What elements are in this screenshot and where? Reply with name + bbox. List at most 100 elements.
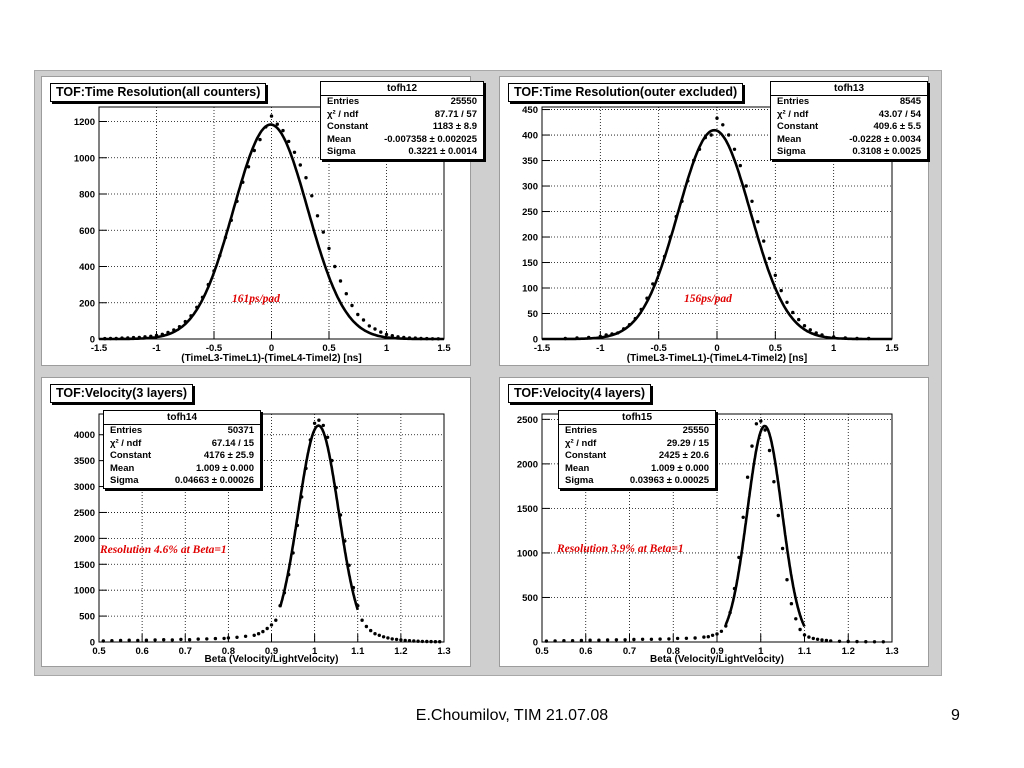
data-point xyxy=(187,638,192,642)
data-point xyxy=(570,639,575,643)
data-point xyxy=(136,638,140,643)
data-point xyxy=(344,292,348,296)
data-point xyxy=(177,325,182,329)
stats-value: 50371 xyxy=(227,425,254,436)
data-point xyxy=(364,624,369,629)
data-point xyxy=(143,335,147,339)
data-point xyxy=(321,423,325,428)
stats-row: Mean 1.009 ± 0.000 xyxy=(559,463,715,476)
data-point xyxy=(399,638,403,642)
y-tick-label: 0 xyxy=(90,638,95,649)
stats-row: Sigma 0.04663 ± 0.00026 xyxy=(104,475,260,488)
stats-label: Mean xyxy=(110,462,135,474)
data-point xyxy=(212,269,216,273)
x-tick-label: 0.8 xyxy=(667,646,680,657)
data-point xyxy=(261,629,265,634)
data-point xyxy=(750,444,754,448)
data-point xyxy=(732,147,737,151)
x-tick-label: 0.9 xyxy=(265,646,278,657)
stats-label: Mean xyxy=(777,133,802,145)
data-point xyxy=(265,626,269,631)
data-point xyxy=(300,495,304,499)
data-point xyxy=(762,239,766,243)
data-point xyxy=(702,635,706,639)
data-point xyxy=(413,336,417,340)
stats-value: 4176 ± 25.9 xyxy=(203,450,254,461)
data-point xyxy=(338,279,343,283)
x-tick-label: 0.9 xyxy=(710,646,723,657)
data-point xyxy=(721,123,725,127)
y-tick-label: 4000 xyxy=(74,430,95,441)
data-point xyxy=(110,639,114,643)
x-axis-label: Beta (Velocity/LightVelocity) xyxy=(204,654,339,665)
data-point xyxy=(315,214,320,218)
data-point xyxy=(114,336,118,341)
data-point xyxy=(282,591,287,595)
stats-value: 409.6 ± 5.5 xyxy=(873,121,921,132)
data-point xyxy=(361,318,366,322)
data-point xyxy=(407,639,412,643)
data-point xyxy=(304,466,308,471)
data-point xyxy=(196,637,200,641)
data-point xyxy=(832,335,836,339)
data-point xyxy=(814,331,818,335)
data-point xyxy=(206,282,210,287)
y-tick-label: 1000 xyxy=(74,586,95,597)
stats-name: tofh12 xyxy=(321,82,483,96)
data-point xyxy=(802,324,807,328)
data-point xyxy=(811,636,815,641)
data-point xyxy=(258,137,262,142)
stats-row: χ² / ndf 29.29 / 15 xyxy=(559,438,715,451)
stats-row: χ² / ndf 67.14 / 15 xyxy=(104,438,260,451)
data-point xyxy=(662,254,667,259)
data-point xyxy=(373,632,377,636)
data-point xyxy=(745,475,750,479)
stats-label: Constant xyxy=(327,121,369,132)
y-tick-label: 0 xyxy=(90,335,95,346)
y-tick-label: 100 xyxy=(522,284,538,295)
fit-curve xyxy=(278,424,360,611)
stats-label: Mean xyxy=(327,133,352,145)
data-point xyxy=(837,639,842,643)
data-point xyxy=(369,628,373,633)
data-point xyxy=(855,639,859,644)
data-point xyxy=(657,271,661,275)
data-point xyxy=(808,328,812,332)
stats-box: tofh14 Entries 50371 χ² / ndf 67.14 / 15 C… xyxy=(103,410,261,489)
data-point xyxy=(403,638,407,643)
data-point xyxy=(429,639,433,644)
data-point xyxy=(794,617,798,621)
data-point xyxy=(575,336,579,340)
data-point xyxy=(632,637,636,642)
data-point xyxy=(108,336,113,341)
data-point xyxy=(235,199,239,203)
data-point xyxy=(149,334,153,338)
data-point xyxy=(269,114,274,118)
data-point xyxy=(292,150,297,154)
data-point xyxy=(610,332,614,336)
stats-row: Sigma 0.03963 ± 0.00025 xyxy=(559,475,715,488)
x-tick-label: 0.6 xyxy=(579,646,592,657)
x-tick-label: 0.5 xyxy=(769,343,783,354)
data-point xyxy=(179,637,183,642)
resolution-note: Resolution 3.9% at Beta=1 xyxy=(557,543,684,555)
y-tick-label: 350 xyxy=(522,156,538,167)
stats-value: 87.71 / 57 xyxy=(434,108,477,120)
data-point xyxy=(312,421,317,425)
x-tick-label: 0.7 xyxy=(179,646,192,657)
data-point xyxy=(420,639,425,644)
data-point xyxy=(846,639,850,644)
data-point xyxy=(101,639,105,643)
stats-row: χ² / ndf 43.07 / 54 xyxy=(771,109,927,122)
data-point xyxy=(246,165,251,169)
data-point xyxy=(396,335,400,339)
data-point xyxy=(855,336,859,341)
stats-label: Sigma xyxy=(565,475,594,486)
stats-value: 29.29 / 15 xyxy=(666,437,709,449)
data-point xyxy=(553,639,557,643)
panel-title: TOF:Time Resolution(all counters) xyxy=(50,83,267,102)
stats-row: Mean -0.0228 ± 0.0034 xyxy=(771,134,927,147)
y-tick-label: 0 xyxy=(533,638,538,649)
y-tick-label: 200 xyxy=(79,298,95,309)
data-point xyxy=(820,638,824,642)
